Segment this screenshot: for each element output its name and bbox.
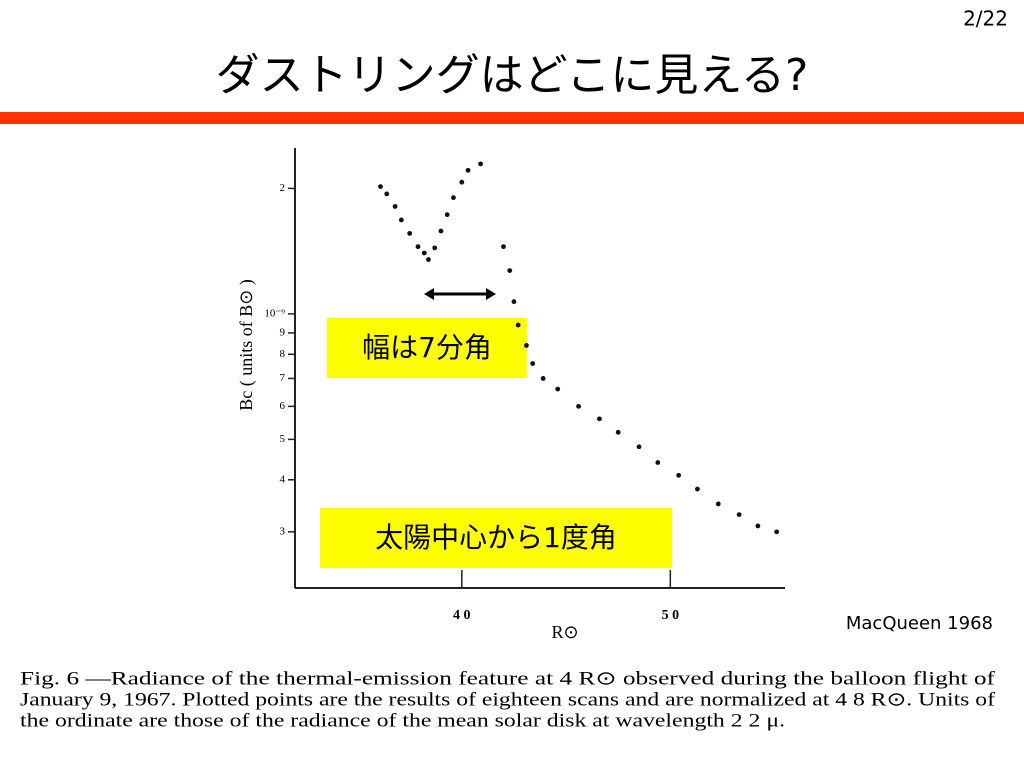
data-point bbox=[421, 250, 427, 256]
y-tick-label: 4 bbox=[280, 473, 286, 485]
y-tick-label: 5 bbox=[280, 433, 286, 445]
data-point bbox=[540, 376, 546, 381]
data-point bbox=[465, 167, 471, 173]
data-point bbox=[615, 429, 621, 435]
data-point bbox=[774, 529, 780, 535]
page-number: 2/22 bbox=[963, 7, 1008, 31]
data-point bbox=[507, 268, 513, 274]
annotation: 太陽中心から1度角 bbox=[375, 521, 617, 554]
annotation-box bbox=[327, 318, 527, 378]
data-point bbox=[407, 230, 413, 236]
data-point bbox=[755, 523, 761, 529]
data-point bbox=[676, 472, 682, 478]
data-point bbox=[597, 416, 602, 422]
y-tick-label: 7 bbox=[280, 372, 286, 384]
data-point bbox=[426, 257, 431, 262]
data-point bbox=[438, 228, 444, 234]
data-point bbox=[715, 501, 721, 507]
data-point bbox=[501, 244, 506, 250]
y-tick-label: 9 bbox=[280, 326, 286, 338]
data-point bbox=[451, 195, 456, 201]
annotation: 幅は7分角 bbox=[362, 331, 492, 364]
data-point bbox=[384, 191, 390, 197]
data-point bbox=[459, 179, 465, 185]
data-point bbox=[636, 444, 642, 450]
y-tick-label: 8 bbox=[280, 348, 286, 360]
caption-line: the ordinate are those of the radiance o… bbox=[20, 710, 785, 731]
y-tick-label: 6 bbox=[280, 400, 286, 412]
credit: MacQueen 1968 bbox=[846, 613, 993, 634]
title-bar bbox=[0, 112, 1024, 124]
data-point bbox=[695, 486, 700, 492]
data-point bbox=[444, 212, 450, 218]
slide-title: ダストリングはどこに見える? bbox=[216, 50, 809, 101]
data-point bbox=[555, 386, 561, 392]
data-point bbox=[576, 403, 581, 409]
caption-line: Fig. 6 —Radiance of the thermal-emission… bbox=[20, 668, 996, 689]
data-point bbox=[478, 161, 483, 167]
y-axis-label: Bc ( units of B⊙ ) bbox=[236, 279, 257, 411]
data-point bbox=[415, 244, 421, 250]
y-tick-label: 10⁻⁹ bbox=[264, 307, 285, 319]
data-point bbox=[736, 512, 742, 517]
x-axis-label: R⊙ bbox=[551, 622, 578, 642]
data-point bbox=[530, 361, 536, 366]
data-point bbox=[524, 343, 529, 348]
annotation-box bbox=[320, 508, 672, 568]
data-point bbox=[378, 184, 383, 189]
data-point bbox=[432, 245, 438, 251]
data-point bbox=[511, 299, 517, 305]
data-point bbox=[655, 460, 661, 465]
y-tick-label: 2 bbox=[280, 182, 286, 194]
data-point bbox=[398, 217, 404, 223]
y-tick-label: 3 bbox=[280, 525, 286, 537]
data-point bbox=[392, 204, 398, 209]
x-tick-label: 4 0 bbox=[453, 608, 471, 623]
caption-line: January 9, 1967. Plotted points are the … bbox=[20, 689, 996, 710]
data-point bbox=[515, 322, 521, 328]
x-tick-label: 5 0 bbox=[662, 608, 680, 623]
